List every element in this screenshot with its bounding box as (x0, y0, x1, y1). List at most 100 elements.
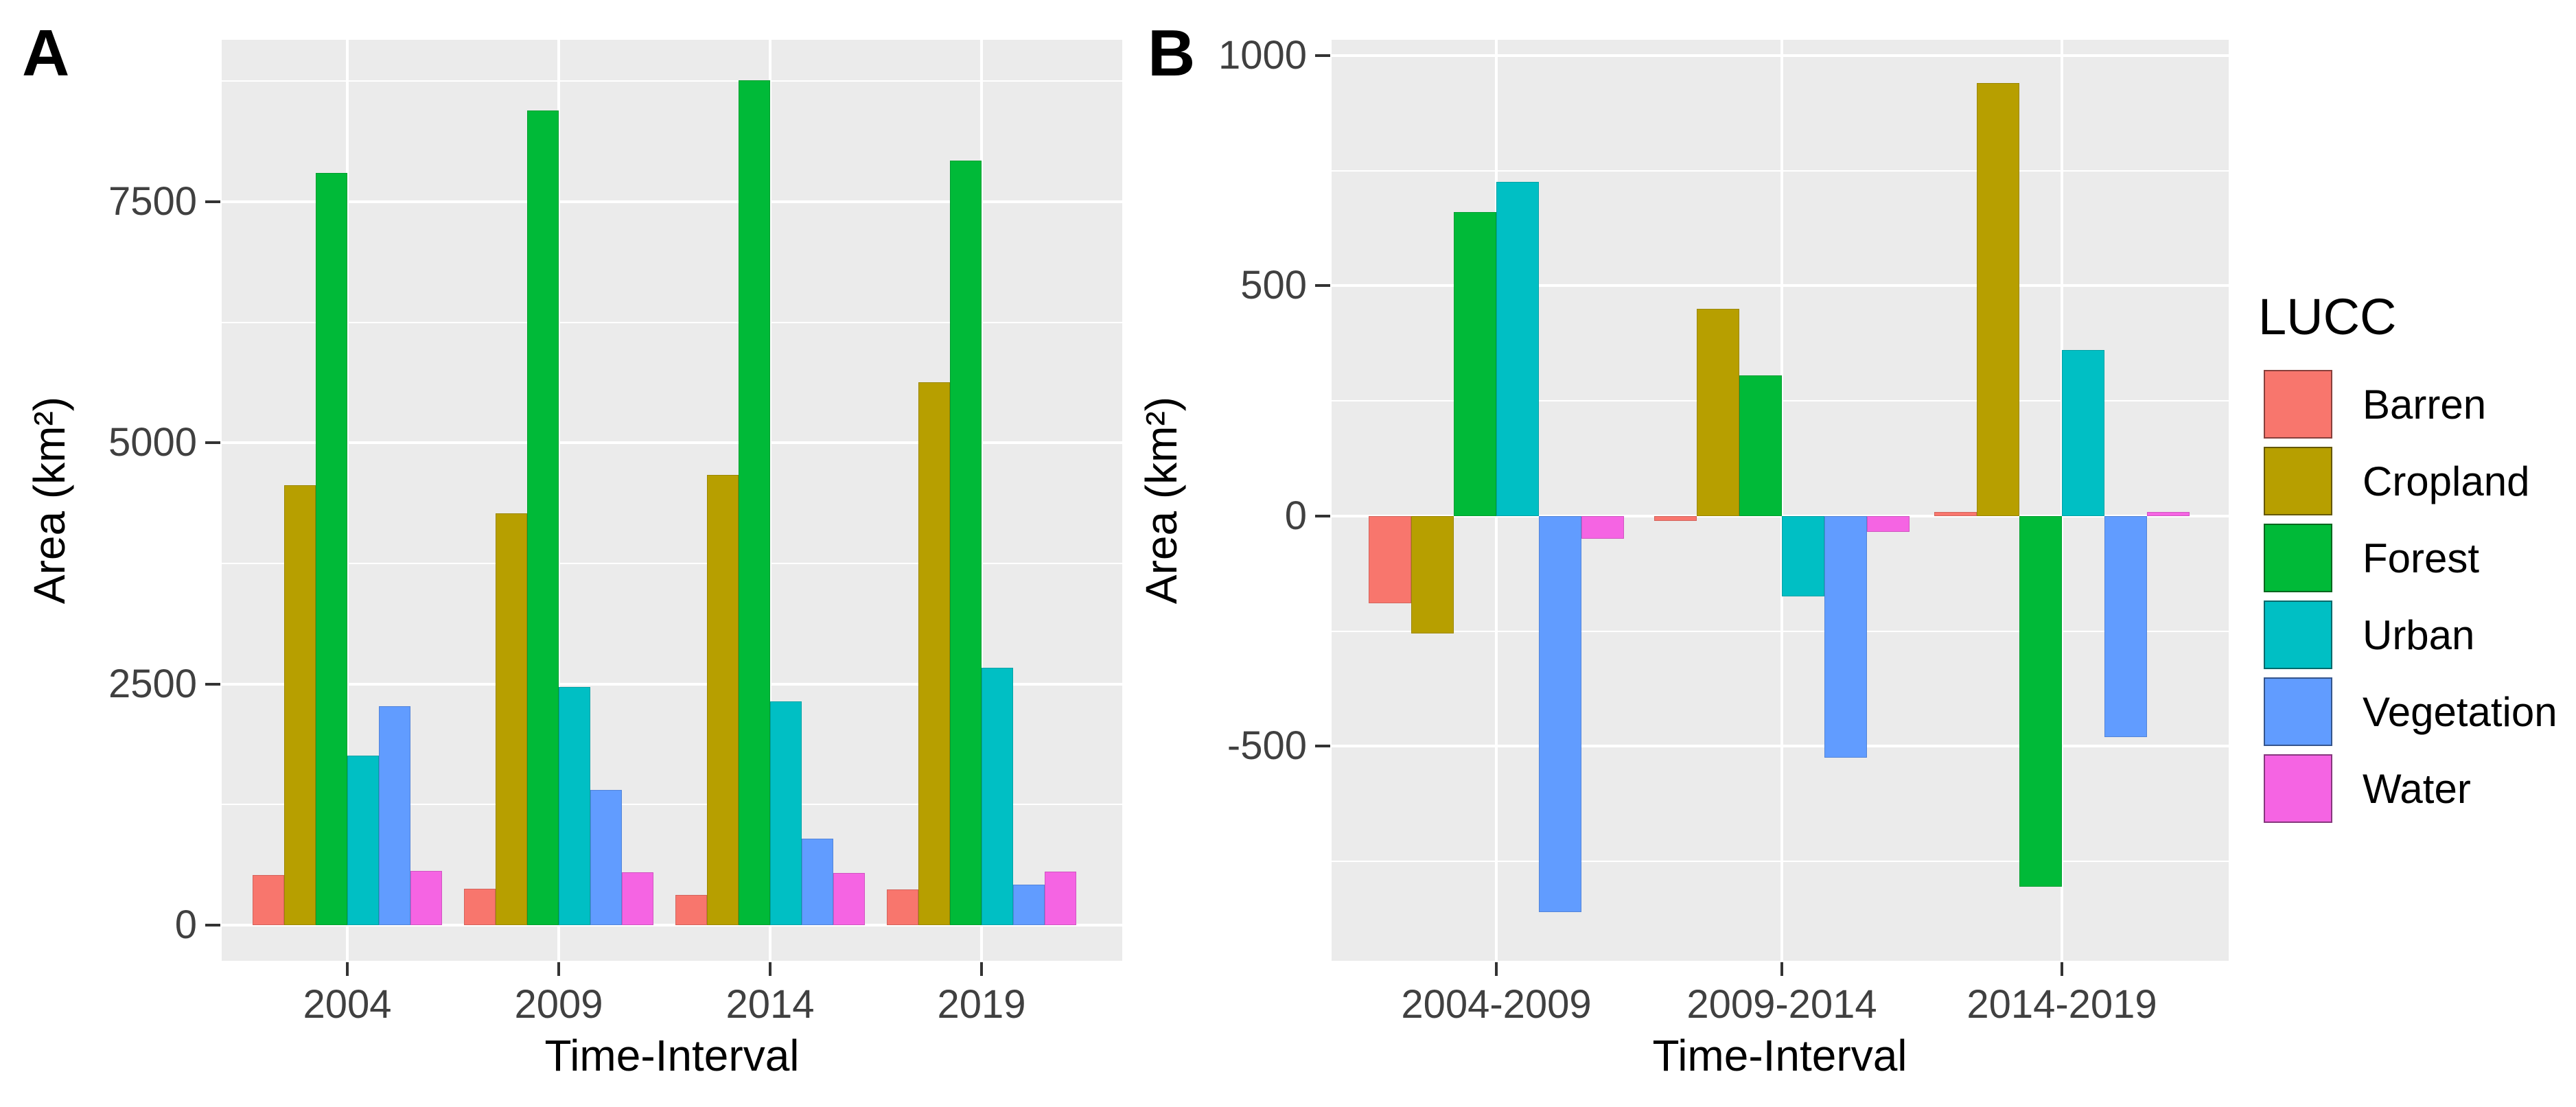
bar-b-2009-2014-cropland (1697, 308, 1739, 516)
panel-a-y-axis-title: Area (km²) (25, 396, 74, 605)
gridline-minor (222, 321, 1122, 323)
bar-b-2004-2009-urban (1496, 182, 1539, 516)
gridline-minor (222, 804, 1122, 806)
bar-a-2019-barren (887, 889, 918, 925)
x-tick-mark (1495, 962, 1498, 976)
x-tick-mark (1780, 962, 1783, 976)
bar-b-2009-2014-urban (1782, 515, 1824, 597)
x-tick-label: 2019 (937, 982, 1026, 1027)
bar-b-2004-2009-vegetation (1539, 515, 1581, 912)
legend-swatch-vegetation (2264, 677, 2332, 746)
x-tick-mark (769, 962, 771, 976)
panel-a-x-axis-title: Time-Interval (544, 1031, 800, 1080)
y-tick-label: 2500 (108, 661, 197, 706)
panel-b-plot-area (1332, 40, 2229, 961)
gridline-minor (1332, 170, 2229, 172)
legend-label: Urban (2363, 611, 2475, 658)
y-tick-label: -500 (1227, 723, 1307, 769)
bar-a-2014-barren (675, 895, 707, 925)
gridline-vertical (980, 40, 983, 961)
bar-a-2019-urban (982, 667, 1013, 925)
legend-entry-cropland: Cropland (2258, 447, 2530, 515)
bar-a-2004-water (410, 871, 442, 925)
gridline-minor (222, 80, 1122, 82)
gridline-major (222, 200, 1122, 204)
gridline-major (1332, 284, 2229, 288)
bar-b-2004-2009-cropland (1411, 515, 1454, 633)
panel-a-label: A (22, 16, 70, 90)
bar-a-2009-water (622, 872, 653, 925)
x-tick-label: 2014-2019 (1966, 982, 2157, 1027)
y-tick-label: 5000 (108, 420, 197, 465)
y-tick-mark (205, 682, 220, 686)
bar-a-2019-forest (950, 160, 982, 925)
gridline-major (222, 441, 1122, 445)
gridline-vertical (769, 40, 771, 961)
legend-label: Cropland (2363, 458, 2530, 504)
bar-b-2004-2009-barren (1369, 515, 1411, 604)
y-tick-mark (1315, 514, 1330, 517)
bar-b-2009-2014-vegetation (1824, 515, 1867, 758)
bar-b-2004-2009-water (1581, 515, 1624, 539)
y-tick-label: 1000 (1218, 32, 1307, 78)
legend-label: Water (2363, 765, 2471, 812)
legend-entry-urban: Urban (2258, 601, 2474, 669)
bar-a-2014-urban (770, 701, 802, 925)
legend-entry-barren: Barren (2258, 370, 2486, 439)
bar-b-2014-2019-forest (2019, 515, 2062, 887)
panel-b-y-axis-title: Area (km²) (1137, 396, 1186, 605)
x-tick-label: 2004 (303, 982, 392, 1027)
bar-b-2014-2019-barren (1934, 512, 1977, 516)
x-tick-label: 2014 (726, 982, 815, 1027)
legend-entry-forest: Forest (2258, 524, 2479, 592)
gridline-vertical (557, 40, 560, 961)
legend-swatch-water (2264, 754, 2332, 823)
bar-b-2004-2009-forest (1454, 211, 1496, 516)
bar-a-2004-cropland (284, 485, 316, 925)
y-tick-mark (205, 441, 220, 445)
bar-b-2009-2014-water (1867, 515, 1910, 533)
bar-a-2009-forest (527, 110, 559, 925)
bar-b-2014-2019-water (2147, 512, 2190, 516)
x-tick-label: 2004-2009 (1401, 982, 1592, 1027)
gridline-major (1332, 745, 2229, 748)
legend-title: LUCC (2258, 288, 2397, 345)
bar-a-2004-urban (347, 755, 379, 925)
gridline-major (222, 924, 1122, 927)
bar-a-2014-cropland (707, 474, 739, 925)
bar-a-2014-vegetation (802, 838, 833, 925)
x-tick-mark (980, 962, 983, 976)
x-tick-mark (2061, 962, 2063, 976)
y-tick-label: 0 (1284, 493, 1307, 538)
y-tick-mark (1315, 745, 1330, 748)
legend-label: Forest (2363, 535, 2480, 581)
bar-a-2004-vegetation (379, 706, 410, 925)
gridline-major (1332, 514, 2229, 517)
bar-a-2019-water (1045, 872, 1076, 925)
legend: LUCC Barren Cropland Forest Urban Vegetation… (2258, 288, 2557, 831)
gridline-minor (222, 563, 1122, 565)
legend-label: Vegetation (2363, 688, 2557, 735)
gridline-vertical (1780, 40, 1783, 961)
bar-a-2019-vegetation (1013, 884, 1045, 925)
y-tick-label: 0 (174, 902, 197, 947)
legend-swatch-cropland (2264, 447, 2332, 515)
gridline-vertical (346, 40, 349, 961)
legend-entry-water: Water (2258, 754, 2471, 823)
bar-b-2009-2014-forest (1739, 375, 1782, 516)
legend-swatch-forest (2264, 524, 2332, 592)
panel-b-label: B (1148, 16, 1196, 90)
y-tick-label: 7500 (108, 179, 197, 224)
bar-a-2014-forest (739, 80, 770, 925)
gridline-major (222, 682, 1122, 686)
bar-a-2009-cropland (496, 513, 527, 925)
y-tick-mark (205, 924, 220, 927)
y-tick-label: 500 (1240, 263, 1307, 308)
bar-b-2009-2014-barren (1654, 515, 1697, 521)
legend-swatch-urban (2264, 601, 2332, 669)
legend-entry-vegetation: Vegetation (2258, 677, 2557, 746)
x-tick-mark (346, 962, 349, 976)
y-tick-mark (1315, 284, 1330, 288)
bar-b-2014-2019-cropland (1977, 83, 2019, 516)
